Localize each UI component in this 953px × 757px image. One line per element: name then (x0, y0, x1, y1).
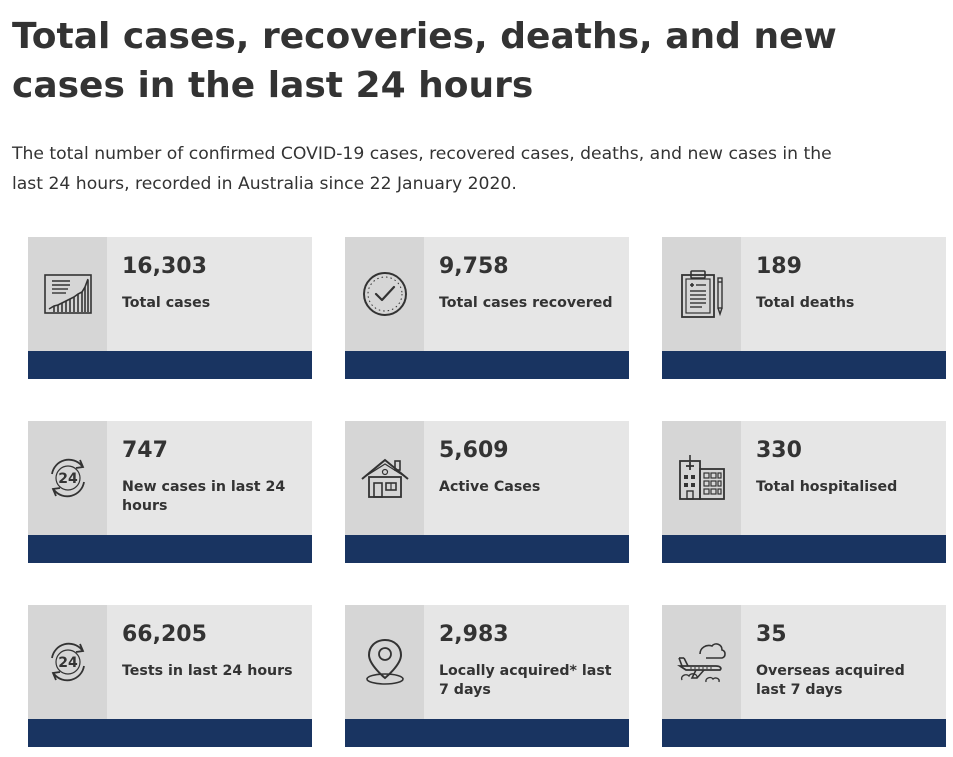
card-footer-bar (345, 719, 629, 747)
stat-card-total-recovered: 9,758 Total cases recovered (345, 237, 629, 379)
stat-card-total-hospitalised: 330 Total hospitalised (662, 421, 946, 563)
24-hours-icon: 24 (50, 642, 85, 682)
card-label: Total cases recovered (439, 295, 613, 311)
airplane-icon (676, 643, 726, 683)
card-footer-bar (28, 535, 312, 563)
card-value: 5,609 (439, 438, 509, 463)
svg-text:24: 24 (58, 471, 78, 487)
stat-card-overseas-acquired: 35 Overseas acquired last 7 days (662, 605, 946, 747)
card-value: 9,758 (439, 254, 509, 279)
card-footer-bar (662, 719, 946, 747)
stat-card-locally-acquired: 2,983 Locally acquired* last 7 days (345, 605, 629, 747)
stat-card-new-cases: 24 747 New cases in last 24 hours (28, 421, 312, 563)
card-label: Total cases (122, 295, 211, 311)
card-label: Active Cases (439, 479, 541, 495)
card-footer-bar (662, 535, 946, 563)
stat-card-total-deaths: 189 Total deaths (662, 237, 946, 379)
card-icon-container: 24 (28, 421, 107, 535)
card-icon-container (28, 237, 107, 351)
card-value: 2,983 (439, 622, 509, 647)
card-footer-bar (28, 351, 312, 379)
card-icon-container (345, 237, 424, 351)
stat-card-tests: 24 66,205 Tests in last 24 hours (28, 605, 312, 747)
page-title: Total cases, recoveries, deaths, and new… (12, 16, 837, 106)
svg-text:24: 24 (58, 655, 78, 671)
card-label: Locally acquired* last 7 days (439, 663, 612, 698)
clipboard-icon (680, 270, 723, 318)
card-value: 66,205 (122, 622, 207, 647)
card-label: Overseas acquired last 7 days (756, 663, 905, 698)
24-hours-icon: 24 (50, 458, 85, 498)
card-icon-container (345, 421, 424, 535)
check-circle-icon (362, 272, 407, 316)
card-value: 330 (756, 438, 802, 463)
card-footer-bar (662, 351, 946, 379)
card-footer-bar (345, 535, 629, 563)
card-icon-container (662, 421, 741, 535)
card-value: 189 (756, 254, 802, 279)
stat-card-active-cases: 5,609 Active Cases (345, 421, 629, 563)
card-value: 35 (756, 622, 787, 647)
card-label: Total hospitalised (756, 479, 898, 495)
line-chart-icon (43, 274, 92, 314)
card-value: 16,303 (122, 254, 207, 279)
card-label: Tests in last 24 hours (122, 663, 293, 679)
location-pin-icon (365, 638, 404, 685)
card-label: Total deaths (756, 295, 855, 311)
stat-cards: 16,303 Total cases 9,758 Total cases rec… (28, 237, 946, 747)
card-label: New cases in last 24 hours (122, 479, 286, 514)
stat-card-total-cases: 16,303 Total cases (28, 237, 312, 379)
house-icon (360, 458, 409, 498)
card-icon-container (662, 237, 741, 351)
intro-text: The total number of confirmed COVID-19 c… (12, 144, 832, 194)
card-footer-bar (28, 719, 312, 747)
card-icon-container (345, 605, 424, 719)
card-footer-bar (345, 351, 629, 379)
card-icon-container (662, 605, 741, 719)
card-value: 747 (122, 438, 168, 463)
card-icon-container: 24 (28, 605, 107, 719)
hospital-icon (678, 455, 725, 500)
